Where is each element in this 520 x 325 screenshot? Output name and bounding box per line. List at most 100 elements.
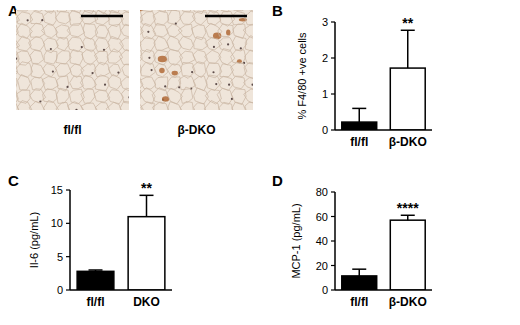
nucleus [227, 43, 229, 45]
x-axis [335, 129, 432, 131]
cell-outline [29, 101, 45, 110]
y-tick-label: 5 [57, 251, 63, 263]
y-tick-label: 60 [316, 211, 328, 223]
cell-outline [43, 89, 57, 103]
nucleus [52, 70, 54, 72]
y-tick [66, 223, 70, 224]
error-cap [352, 268, 366, 270]
error-bar [401, 30, 415, 68]
y-tick [331, 57, 335, 58]
cell-outline [181, 87, 193, 103]
y-tick-label: 40 [316, 235, 328, 247]
nucleus [103, 49, 105, 51]
cell-outline [180, 12, 196, 25]
nucleus [91, 72, 93, 74]
stain [159, 68, 165, 73]
error-cap [352, 108, 366, 110]
cell-outline [205, 50, 221, 63]
x-tick-label: β-DKO [389, 295, 427, 309]
cell-outline [231, 77, 245, 89]
nucleus [81, 46, 83, 48]
bar [390, 68, 425, 130]
cell-outline [68, 37, 84, 52]
cell-outline [231, 50, 246, 64]
background [0, 0, 520, 325]
y-tick-label: 80 [316, 186, 328, 198]
cell-outline [140, 62, 155, 76]
cell-outline [94, 62, 109, 76]
cell-outline [16, 76, 17, 91]
bar [128, 217, 165, 290]
y-tick-label: 2 [322, 52, 328, 64]
bar [77, 271, 114, 290]
cell-outline [218, 24, 233, 37]
cell-outline [30, 89, 46, 103]
cell-outline [121, 24, 129, 37]
cell-outline [122, 64, 129, 77]
cell-outline [206, 10, 220, 25]
cell-outline [204, 101, 219, 111]
y-axis-label: MCP-1 (pg/mL) [290, 203, 302, 278]
cell-outline [155, 64, 168, 77]
cell-outline [167, 64, 181, 78]
micrograph [140, 10, 253, 110]
cell-outline [95, 75, 109, 91]
marks [342, 215, 425, 290]
cell-outline [220, 12, 235, 27]
cell-outline [194, 88, 209, 104]
nucleus [50, 48, 52, 50]
cell-outline [192, 25, 206, 40]
error-stem [359, 108, 361, 122]
nucleus [104, 84, 106, 86]
nucleus [128, 96, 129, 98]
cell-outline [70, 50, 83, 66]
cell-outline [18, 75, 31, 91]
cell-outline [81, 64, 96, 76]
cell-outline [94, 51, 108, 65]
nucleus [66, 86, 68, 88]
nucleus [213, 46, 215, 48]
cell-outline [70, 64, 84, 78]
cell-outline [122, 88, 130, 103]
cell-outline [140, 12, 143, 25]
chart: C**051015fl/flDKOIl-6 (pg/mL) [8, 172, 172, 309]
significance: ** [141, 180, 152, 196]
chart: D****020406080fl/flβ-DKOMCP-1 (pg/mL) [272, 172, 432, 309]
cell-outline [194, 103, 206, 110]
cell-outline [140, 77, 156, 89]
nucleus [150, 69, 152, 71]
nucleus [148, 57, 150, 59]
nucleus [251, 84, 253, 86]
cell-outline [244, 11, 253, 25]
cell-outline [70, 76, 84, 89]
panel-letter: D [272, 172, 283, 189]
cell-outline [153, 11, 169, 25]
cell-outline [245, 50, 253, 64]
micrograph [16, 10, 129, 110]
cell-outline [18, 10, 32, 11]
y-tick-label: 1 [322, 88, 328, 100]
y-tick-label: 10 [51, 217, 63, 229]
error-bar [140, 195, 154, 216]
cell-outline [167, 88, 183, 104]
nucleus [16, 58, 17, 60]
significance: ** [402, 15, 413, 31]
nucleus [215, 83, 217, 85]
nucleus [191, 71, 193, 73]
cell-outline [231, 11, 246, 24]
cell-outline [167, 77, 180, 89]
panel-letter: B [272, 2, 283, 19]
cell-outline [233, 10, 248, 11]
x-tick-label: β-DKO [389, 135, 427, 149]
cell-outline [107, 49, 123, 63]
y-tick [331, 265, 335, 266]
cell-outline [244, 89, 253, 104]
cell-outline [56, 11, 71, 24]
cell-outline [67, 24, 85, 37]
cell-outline [56, 102, 69, 110]
y-tick [331, 191, 335, 192]
cell-outline [167, 24, 182, 37]
scale-bar [205, 15, 247, 18]
cell-outline [179, 36, 194, 50]
chart: B**0123fl/flβ-DKO% F4/80 +ve cells [272, 2, 432, 149]
